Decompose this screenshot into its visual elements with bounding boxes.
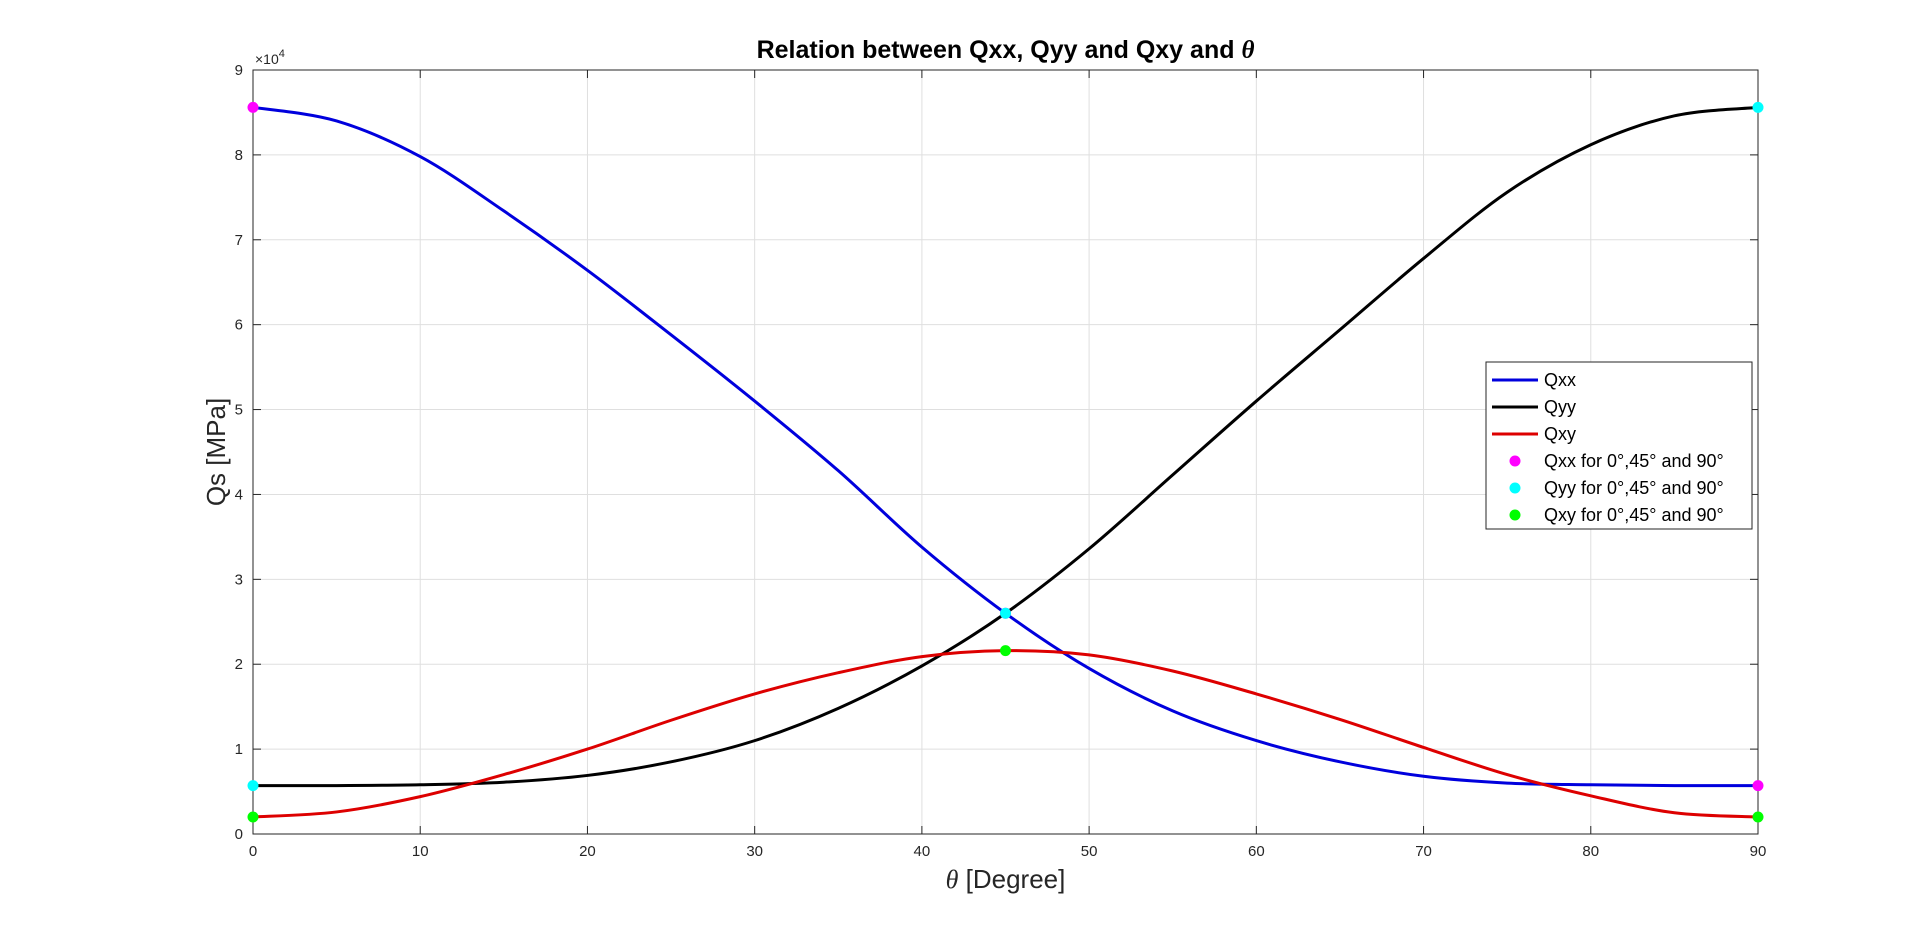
- x-tick-label: 80: [1582, 843, 1599, 860]
- marker-point-qxy: [1000, 645, 1011, 657]
- y-axis-label: Qs [MPa]: [201, 398, 231, 506]
- legend-swatch: [1509, 482, 1521, 494]
- chart-title: Relation between Qxx, Qyy and Qxy and θ: [757, 36, 1255, 64]
- legend-label: Qxy for 0°,45° and 90°: [1544, 505, 1724, 525]
- legend: Qxx Qyy Qxy Qxx for 0°,45° and 90° Qyy for 0…: [1485, 361, 1753, 530]
- y-tick-label: 5: [235, 402, 243, 419]
- y-axis-exponent: ×104: [255, 48, 285, 67]
- series-line-qxx: [252, 105, 1759, 788]
- y-tick-label: 9: [235, 62, 243, 79]
- y-tick-label: 6: [235, 317, 243, 334]
- legend-label: Qyy for 0°,45° and 90°: [1544, 478, 1724, 498]
- x-tick-label: 50: [1081, 843, 1098, 860]
- y-tick-label: 1: [235, 741, 243, 758]
- x-tick-label: 90: [1750, 843, 1767, 860]
- y-tick-label: 7: [235, 232, 243, 249]
- marker-point-qxy: [247, 811, 259, 823]
- x-tick-label: 20: [579, 843, 596, 860]
- x-tick-label: 70: [1415, 843, 1432, 860]
- legend-swatch: [1509, 455, 1521, 467]
- x-tick-label: 0: [249, 843, 257, 860]
- legend-label: Qxx: [1544, 370, 1576, 390]
- y-tick-label: 0: [235, 826, 243, 843]
- x-axis-label: θ [Degree]: [946, 864, 1066, 894]
- y-tick-label: 4: [235, 486, 243, 503]
- legend-swatch: [1509, 509, 1521, 521]
- x-tick-label: 60: [1248, 843, 1265, 860]
- y-tick-label: 2: [235, 656, 243, 673]
- legend-box: [1485, 361, 1753, 530]
- x-tick-label: 40: [914, 843, 931, 860]
- y-tick-label: 3: [235, 571, 243, 588]
- axis-ticks: 0 10 20 30 40 50 60 70 80 90 0 1 2 3 4 5 6 7 8 9: [235, 62, 1767, 860]
- y-tick-label: 8: [235, 147, 243, 164]
- marker-point-qxy: [1752, 811, 1764, 823]
- marker-point-qyy: [247, 780, 259, 792]
- legend-label: Qyy: [1544, 397, 1576, 417]
- marker-point-qyy: [1752, 101, 1764, 113]
- legend-label: Qxy: [1544, 424, 1576, 444]
- legend-label: Qxx for 0°,45° and 90°: [1544, 451, 1724, 471]
- series-line-qxy: [252, 649, 1759, 819]
- series-line-qyy: [252, 105, 1759, 788]
- x-tick-label: 10: [412, 843, 429, 860]
- series-markers: [247, 101, 1764, 823]
- marker-point-qyy: [1000, 607, 1011, 619]
- x-tick-label: 30: [746, 843, 763, 860]
- marker-point-qxx: [247, 101, 259, 113]
- marker-point-qxx: [1752, 780, 1764, 792]
- plot-frame: [252, 69, 1759, 835]
